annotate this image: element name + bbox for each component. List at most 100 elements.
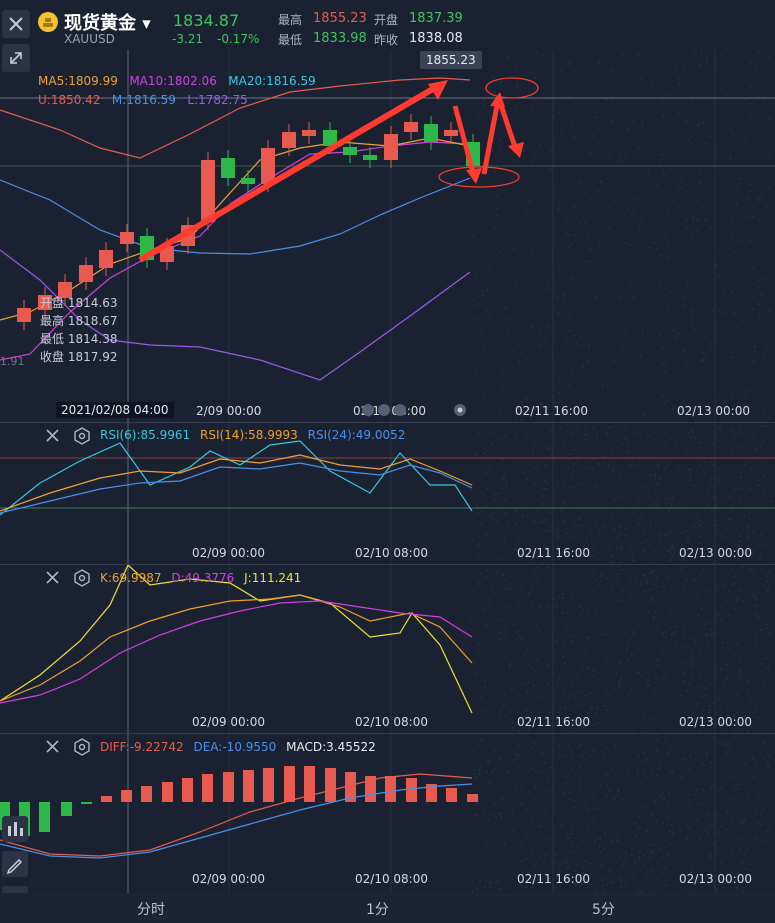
map-dot: [528, 200, 530, 202]
map-dot: [605, 877, 607, 879]
map-dot: [658, 768, 660, 770]
map-dot: [493, 138, 495, 140]
map-dot: [589, 247, 591, 249]
map-dot: [496, 558, 498, 560]
rsi-panel[interactable]: [0, 423, 775, 564]
map-dot: [569, 798, 571, 800]
map-dot: [498, 588, 500, 590]
map-dot: [643, 752, 645, 754]
map-dot: [638, 672, 640, 674]
map-dot: [512, 813, 514, 815]
map-dot: [567, 857, 569, 859]
macd-panel[interactable]: [0, 734, 775, 893]
map-dot: [683, 680, 685, 682]
tab-timeshare[interactable]: 分时: [137, 899, 165, 919]
close-indicator-button[interactable]: [42, 567, 64, 589]
map-dot: [496, 194, 498, 196]
map-dot: [542, 503, 544, 505]
candle-body: [201, 160, 215, 222]
tab-5min[interactable]: 5分: [592, 899, 615, 919]
map-dot: [483, 447, 485, 449]
map-dot: [589, 709, 591, 711]
map-dot: [558, 271, 560, 273]
map-dot: [564, 445, 566, 447]
drawing-tools[interactable]: [360, 402, 430, 418]
map-dot: [662, 822, 664, 824]
indicator-tool-button[interactable]: [2, 816, 28, 842]
map-dot: [538, 771, 540, 773]
map-dot: [548, 780, 550, 782]
map-dot: [585, 260, 587, 262]
map-dot: [681, 180, 683, 182]
map-dot: [671, 634, 673, 636]
map-dot: [683, 349, 685, 351]
map-dot: [756, 614, 758, 616]
map-dot: [535, 527, 537, 529]
map-dot: [537, 577, 539, 579]
draw-tool-button[interactable]: [2, 851, 28, 877]
map-dot: [531, 250, 533, 252]
map-dot: [755, 471, 757, 473]
map-dot: [580, 842, 582, 844]
map-dot: [641, 806, 643, 808]
map-dot: [652, 599, 654, 601]
map-dot: [655, 248, 657, 250]
map-dot: [663, 116, 665, 118]
map-dot: [764, 175, 766, 177]
map-dot: [597, 128, 599, 130]
indicator-settings-button[interactable]: [71, 425, 93, 447]
map-dot: [706, 829, 708, 831]
map-dot: [526, 858, 528, 860]
map-dot: [743, 613, 745, 615]
map-dot: [703, 471, 705, 473]
map-dot: [680, 503, 682, 505]
map-dot: [712, 783, 714, 785]
map-dot: [677, 475, 679, 477]
map-dot: [684, 889, 686, 891]
map-dot: [682, 68, 684, 70]
map-dot: [665, 503, 667, 505]
map-dot: [614, 745, 616, 747]
map-dot: [540, 489, 542, 491]
map-dot: [712, 843, 714, 845]
indicator-settings-button[interactable]: [71, 736, 93, 758]
map-dot: [587, 611, 589, 613]
map-dot: [681, 695, 683, 697]
map-dot: [501, 799, 503, 801]
map-dot: [472, 189, 474, 191]
map-dot: [752, 308, 754, 310]
map-dot: [518, 363, 520, 365]
map-dot: [568, 313, 570, 315]
close-indicator-button[interactable]: [42, 425, 64, 447]
close-indicator-button[interactable]: [42, 736, 64, 758]
map-dot: [672, 329, 674, 331]
indicator-settings-button[interactable]: [71, 567, 93, 589]
tab-1min[interactable]: 1分: [366, 899, 389, 919]
map-dot: [592, 670, 594, 672]
map-dot: [612, 93, 614, 95]
macd-histogram-bar: [182, 778, 193, 802]
map-dot: [641, 705, 643, 707]
map-dot: [739, 424, 741, 426]
map-dot: [757, 822, 759, 824]
map-dot: [686, 838, 688, 840]
map-dot: [726, 678, 728, 680]
map-dot: [690, 866, 692, 868]
kdj-panel[interactable]: [0, 565, 775, 733]
map-dot: [621, 407, 623, 409]
map-dot: [526, 208, 528, 210]
map-dot: [639, 850, 641, 852]
map-dot: [736, 599, 738, 601]
map-dot: [503, 606, 505, 608]
map-dot: [574, 692, 576, 694]
map-dot: [716, 534, 718, 536]
map-dot: [721, 661, 723, 663]
map-dot: [557, 517, 559, 519]
close-button[interactable]: [2, 10, 30, 38]
map-dot: [662, 114, 664, 116]
map-dot: [488, 692, 490, 694]
map-dot: [659, 333, 661, 335]
map-dot: [742, 126, 744, 128]
map-dot: [722, 304, 724, 306]
map-dot: [580, 336, 582, 338]
